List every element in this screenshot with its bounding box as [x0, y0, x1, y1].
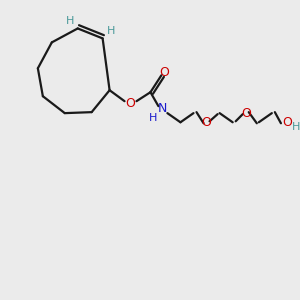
Text: O: O [202, 116, 212, 129]
Text: O: O [160, 66, 169, 79]
Text: O: O [282, 116, 292, 129]
Text: H: H [106, 26, 115, 36]
Text: H: H [66, 16, 74, 26]
Text: H: H [149, 113, 158, 123]
Text: H: H [292, 122, 300, 132]
Text: N: N [158, 102, 167, 115]
Text: O: O [241, 106, 251, 120]
Text: O: O [126, 97, 136, 110]
